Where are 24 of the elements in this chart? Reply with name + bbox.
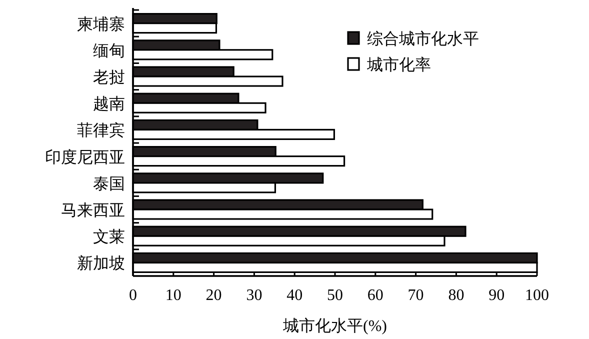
y-tick-label: 泰国 — [93, 176, 125, 193]
y-tick-label: 越南 — [93, 95, 125, 114]
x-tick-label: 90 — [488, 287, 505, 304]
x-tick-label: 20 — [206, 287, 222, 304]
legend-label: 综合城市化水平 — [367, 30, 479, 48]
x-tick-label: 50 — [327, 287, 343, 304]
x-tick-label: 60 — [367, 287, 384, 304]
x-tick-label: 0 — [129, 287, 137, 304]
x-tick-label: 30 — [246, 287, 262, 304]
y-tick-label: 柬埔寨 — [77, 15, 125, 34]
y-tick-label: 菲律宾 — [77, 122, 125, 140]
x-tick-label: 40 — [286, 287, 303, 304]
y-tick-label: 文莱 — [93, 228, 125, 246]
y-tick-label: 缅甸 — [93, 42, 125, 60]
y-tick-label: 老挝 — [93, 68, 125, 86]
x-tick-label: 10 — [165, 287, 182, 304]
x-tick-label: 80 — [448, 287, 464, 304]
x-tick-label: 100 — [525, 287, 549, 304]
x-tick-label: 70 — [408, 287, 424, 304]
x-axis-title: 城市化水平(%) — [282, 317, 387, 335]
legend-label: 城市化率 — [366, 56, 431, 74]
y-tick-label: 马来西亚 — [61, 202, 125, 220]
y-tick-label: 印度尼西亚 — [45, 148, 125, 166]
y-tick-label: 新加坡 — [77, 254, 125, 273]
